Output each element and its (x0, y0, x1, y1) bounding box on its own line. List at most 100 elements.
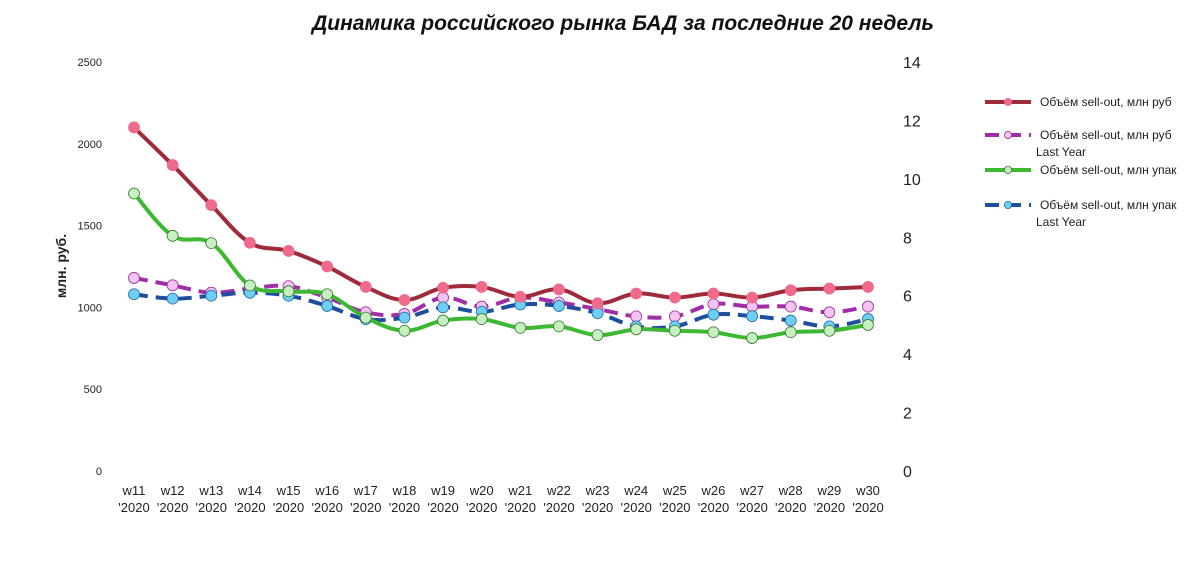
data-point (553, 320, 565, 333)
data-point (862, 300, 874, 313)
x-tick-label: w16'2020 (311, 483, 342, 515)
x-tick-label: w18'2020 (389, 483, 420, 515)
series-layer (128, 121, 874, 344)
x-tick-label: w26'2020 (698, 483, 729, 515)
x-tick-label: w11'2020 (118, 483, 149, 515)
left-axis-ticks: 0 500 1000 1500 2000 2500 (78, 57, 102, 478)
data-point (784, 326, 797, 339)
right-tick-label: 2 (903, 406, 912, 423)
x-tick-label: w12'2020 (157, 483, 188, 515)
data-point (437, 281, 449, 294)
data-point (475, 313, 488, 325)
data-point (359, 311, 372, 324)
chart-title: Динамика российского рынка БАД за послед… (310, 12, 934, 35)
legend-item: Объём sell-out, млн руб Last Year (985, 128, 1172, 159)
right-tick-label: 0 (903, 464, 912, 481)
data-point (630, 310, 643, 323)
series-line (132, 125, 870, 306)
data-point (205, 199, 218, 212)
data-point (321, 260, 334, 273)
right-tick-label: 10 (903, 172, 921, 189)
legend-label: Объём sell-out, млн упак Last Year (1036, 198, 1177, 229)
data-point (166, 229, 179, 242)
data-point (282, 285, 295, 298)
data-point (591, 307, 604, 320)
data-point (398, 324, 411, 337)
legend-item: Объём sell-out, млн упак (985, 163, 1177, 177)
left-tick-label: 2500 (78, 57, 102, 69)
data-point (128, 187, 140, 200)
x-tick-label: w22'2020 (543, 483, 574, 515)
legend-swatch-marker (1004, 200, 1013, 209)
data-point (514, 290, 527, 303)
legend-label: Объём sell-out, млн руб Last Year (1036, 128, 1172, 159)
legend-label: Объём sell-out, млн руб (1040, 95, 1172, 109)
data-point (823, 306, 836, 319)
data-point (321, 288, 334, 301)
legend-label: Объём sell-out, млн упак (1040, 163, 1177, 177)
data-point (243, 279, 256, 292)
data-point (707, 298, 720, 311)
data-point (321, 300, 334, 312)
data-point (282, 245, 295, 257)
series-3 (128, 187, 874, 344)
data-point (128, 272, 140, 284)
right-tick-label: 4 (903, 347, 912, 364)
data-point (553, 300, 565, 312)
data-point (166, 159, 179, 171)
data-point (128, 288, 140, 301)
data-point (823, 324, 836, 337)
x-tick-label: w21'2020 (505, 483, 536, 515)
data-point (707, 287, 720, 300)
x-tick-label: w14'2020 (234, 483, 265, 515)
legend-swatch-marker (1004, 130, 1013, 139)
x-tick-label: w19'2020 (427, 483, 458, 515)
data-point (359, 281, 372, 293)
x-tick-label: w25'2020 (659, 483, 690, 515)
x-tick-label: w30'2020 (852, 483, 883, 515)
data-point (746, 310, 759, 323)
legend: Объём sell-out, млн руб Объём sell-out, м… (985, 95, 1177, 229)
data-point (166, 279, 179, 292)
data-point (746, 332, 759, 344)
data-point (128, 121, 140, 134)
x-tick-label: w17'2020 (350, 483, 381, 515)
x-tick-label: w24'2020 (621, 483, 652, 515)
data-point (166, 292, 179, 305)
data-point (437, 314, 449, 327)
right-tick-label: 6 (903, 289, 912, 306)
legend-item: Объём sell-out, млн руб (985, 95, 1172, 109)
data-point (591, 297, 604, 310)
legend-swatch-marker (1004, 165, 1013, 174)
data-point (514, 321, 527, 334)
legend-swatch-marker (1004, 98, 1013, 107)
left-tick-label: 1500 (78, 221, 102, 233)
data-point (205, 289, 218, 302)
data-point (862, 281, 874, 293)
left-tick-label: 0 (96, 466, 102, 478)
right-axis-ticks: 0 2 4 6 8 10 12 14 (903, 55, 921, 481)
data-point (398, 311, 411, 324)
data-point (437, 291, 449, 304)
data-point (784, 300, 797, 313)
x-tick-label: w27'2020 (736, 483, 767, 515)
x-tick-label: w13'2020 (196, 483, 227, 515)
left-tick-label: 2000 (78, 139, 102, 151)
data-point (823, 282, 836, 295)
y-axis-label-left: млн. руб. (53, 234, 69, 298)
x-tick-label: w28'2020 (775, 483, 806, 515)
data-point (630, 287, 643, 300)
right-tick-label: 12 (903, 113, 921, 130)
data-point (437, 301, 449, 314)
right-tick-label: 8 (903, 230, 912, 247)
data-point (205, 237, 218, 250)
data-point (746, 291, 759, 304)
x-tick-label: w20'2020 (466, 483, 497, 515)
data-point (784, 284, 797, 297)
data-point (707, 326, 720, 339)
x-tick-label: w23'2020 (582, 483, 613, 515)
data-point (784, 314, 797, 327)
data-point (862, 319, 874, 331)
x-tick-label: w15'2020 (273, 483, 304, 515)
